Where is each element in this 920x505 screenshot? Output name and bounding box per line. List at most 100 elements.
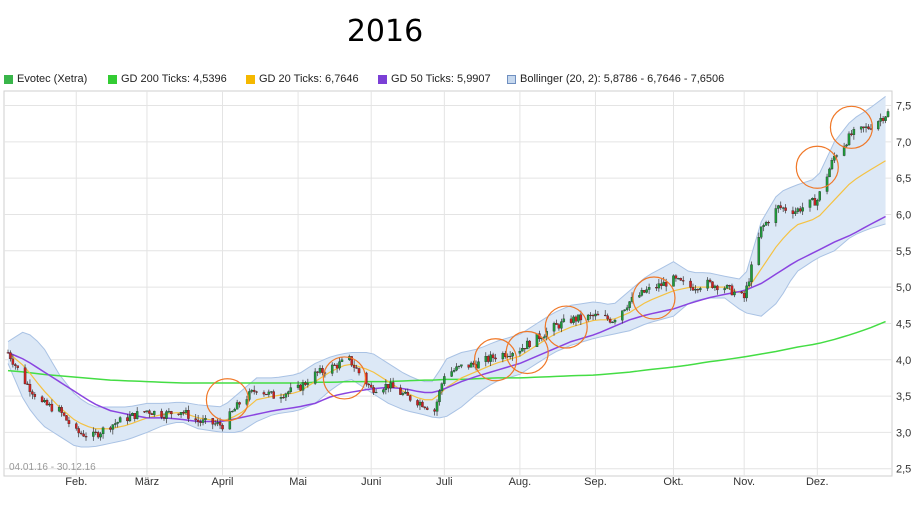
candle-body [372, 387, 375, 393]
candle-body [808, 199, 812, 208]
candle-body [589, 314, 592, 316]
candle-body [716, 285, 719, 291]
candle-body [842, 145, 846, 156]
candle-body [194, 418, 197, 421]
candle-body [50, 403, 54, 412]
candle-body [611, 321, 614, 324]
candle-body [299, 384, 302, 391]
y-tick-label: 3,5 [896, 391, 911, 403]
candle-body [199, 421, 202, 423]
candle-body [40, 396, 44, 403]
candle-body [879, 117, 882, 122]
candle-body [62, 412, 66, 416]
candle-body [67, 420, 71, 424]
candle-body [270, 391, 273, 393]
candle-body [109, 427, 112, 430]
highlight-circle [632, 276, 676, 320]
candle-body [811, 198, 814, 200]
candle-body [562, 318, 566, 322]
candle-body [374, 391, 378, 394]
bollinger-band [7, 96, 886, 448]
candle-body [357, 368, 361, 374]
candle-body [876, 121, 880, 130]
candle-body [779, 205, 782, 208]
legend-label-evotec: Evotec (Xetra) [17, 73, 88, 85]
candle-body [535, 333, 539, 348]
legend-item-gd20[interactable]: GD 20 Ticks: 6,7646 [246, 73, 359, 85]
candle-body [525, 340, 529, 350]
candle-body [733, 291, 736, 296]
candle-body [128, 415, 132, 422]
candle-body [864, 126, 868, 129]
candle-body [221, 425, 224, 430]
candle-body [387, 384, 390, 389]
candle-body [255, 391, 258, 393]
candle-body [82, 433, 85, 437]
legend-swatch-gd50 [378, 74, 387, 84]
candle-body [777, 205, 780, 209]
candle-body [798, 208, 802, 212]
candle-body [881, 117, 885, 121]
candle-body [84, 436, 88, 438]
legend-item-bollinger[interactable]: Bollinger (20, 2): 5,8786 - 6,7646 - 7,6… [507, 73, 724, 85]
candle-body [621, 310, 624, 321]
y-tick-label: 6,5 [896, 173, 911, 185]
x-tick-label: April [212, 476, 234, 488]
candle-body [99, 433, 102, 438]
legend-swatch-bollinger [507, 74, 516, 84]
candle-body [313, 371, 317, 384]
candle-body [367, 383, 371, 386]
candle-body [333, 364, 336, 366]
candle-body [501, 353, 505, 360]
date-range-label: 04.01.16 - 30.12.16 [9, 462, 96, 473]
highlight-circle [322, 356, 366, 400]
candle-body [689, 280, 692, 288]
candle-body [421, 401, 424, 408]
bollinger-lower-line [7, 223, 886, 448]
x-axis: Feb. März April Mai Juni Juli Aug. Sep. Okt. Nov.… [65, 476, 828, 488]
candle-body [552, 323, 556, 332]
candle-body [238, 402, 241, 405]
candle-body [440, 383, 444, 392]
legend-label-bollinger: Bollinger (20, 2): 5,8786 - 6,7646 - 7,6… [520, 73, 725, 85]
bollinger-fill [8, 96, 886, 447]
candle-body [579, 314, 583, 321]
candle-body [153, 410, 156, 415]
candle-body [467, 364, 470, 368]
candle-body [111, 424, 115, 430]
candle-body [869, 128, 873, 130]
candle-body [625, 307, 629, 310]
candle-body [852, 129, 856, 135]
candle-body [265, 393, 268, 396]
legend-item-gd50[interactable]: GD 50 Ticks: 5,9907 [378, 73, 491, 85]
candle-body [613, 319, 617, 323]
candle-body [179, 412, 183, 415]
candle-body [148, 410, 151, 414]
candle-body [711, 281, 714, 288]
legend-item-evotec[interactable]: Evotec (Xetra) [4, 73, 87, 85]
candle-body [706, 279, 709, 289]
candle-body [267, 391, 271, 395]
candle-body [784, 207, 787, 211]
candle-body [759, 226, 763, 238]
candle-body [316, 371, 319, 373]
candle-body [523, 348, 527, 350]
candle-body [455, 366, 458, 371]
candle-body [306, 383, 310, 385]
candle-body [118, 417, 122, 423]
legend-label-gd50: GD 50 Ticks: 5,9907 [391, 73, 491, 85]
legend-item-gd200[interactable]: GD 200 Ticks: 4,5396 [108, 73, 227, 85]
candle-body [813, 198, 817, 206]
candle-body [850, 133, 853, 135]
candle-body [828, 168, 831, 178]
highlight-circle [505, 330, 549, 375]
candle-body [143, 411, 146, 413]
candle-body [796, 208, 800, 212]
x-tick-label: Dez. [806, 476, 829, 488]
candle-body [679, 278, 683, 281]
legend-swatch-evotec [4, 74, 13, 84]
candle-body [304, 382, 307, 385]
candle-body [572, 316, 575, 323]
candle-body [145, 410, 149, 412]
